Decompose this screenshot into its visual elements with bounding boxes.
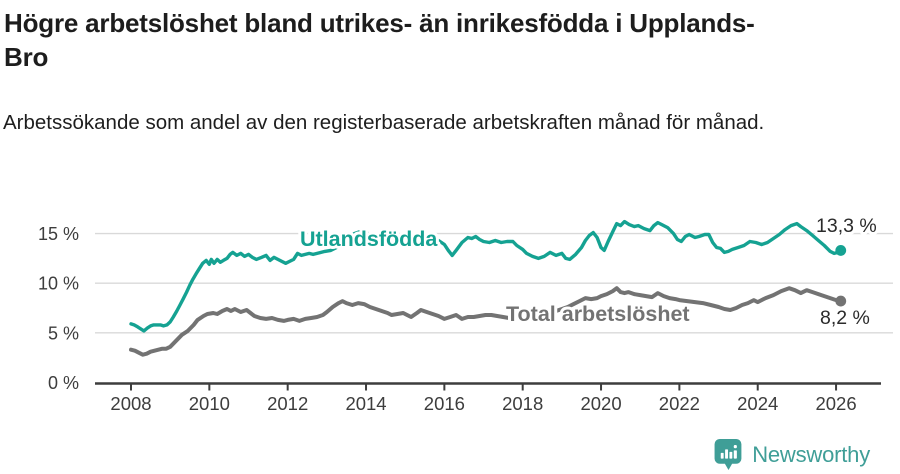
- newsworthy-brand-text: Newsworthy: [752, 442, 870, 467]
- y-tick-label: 10 %: [38, 274, 79, 294]
- logo-bubble-shape: [714, 439, 742, 470]
- newsworthy-logo-icon: [714, 439, 742, 470]
- y-tick-label: 15 %: [38, 224, 79, 244]
- x-tick-label: 2026: [815, 393, 856, 414]
- x-tick-label: 2014: [345, 393, 386, 414]
- series-utlandsfodda-line: [129, 219, 843, 333]
- x-axis: 0 % 5 % 10 % 15 % 2008 2010 2012 2014 2016 2018 20…: [38, 224, 881, 414]
- x-tick-label: 2010: [189, 393, 230, 414]
- x-tick-label: 2020: [580, 393, 621, 414]
- x-tick-label: 2024: [737, 393, 778, 414]
- x-tick-label: 2012: [267, 393, 308, 414]
- series-total-end-dot: [835, 295, 847, 307]
- x-tick-label: 2022: [659, 393, 700, 414]
- series-total-end-value: 8,2 %: [820, 307, 870, 329]
- page-subtitle: Arbetssökande som andel av den registerb…: [3, 111, 765, 134]
- series-utlandsfodda-label: Utlandsfödda: [300, 227, 438, 251]
- y-tick-label: 0 %: [48, 373, 79, 393]
- logo-bars-icon: [720, 444, 738, 459]
- series-total-line: [129, 286, 843, 357]
- brand-footer: Newsworthy: [714, 439, 870, 471]
- x-tick-label: 2018: [502, 393, 543, 414]
- end-dots: [835, 245, 847, 307]
- series-utlandsfodda-end-value: 13,3 %: [816, 215, 877, 237]
- x-tick-label: 2008: [110, 393, 151, 414]
- gridlines: [95, 232, 893, 334]
- series-total-label: Total arbetslöshet: [506, 302, 690, 326]
- x-tick-label: 2016: [424, 393, 465, 414]
- chart-labels: Utlandsfödda 13,3 % Total arbetslöshet 8,2 …: [297, 212, 880, 332]
- page-title: Högre arbetslöshet bland utrikes- än inr…: [4, 8, 755, 72]
- series-utlandsfodda-end-dot: [835, 245, 847, 256]
- y-tick-label: 5 %: [48, 323, 79, 343]
- series-lines: [129, 219, 843, 357]
